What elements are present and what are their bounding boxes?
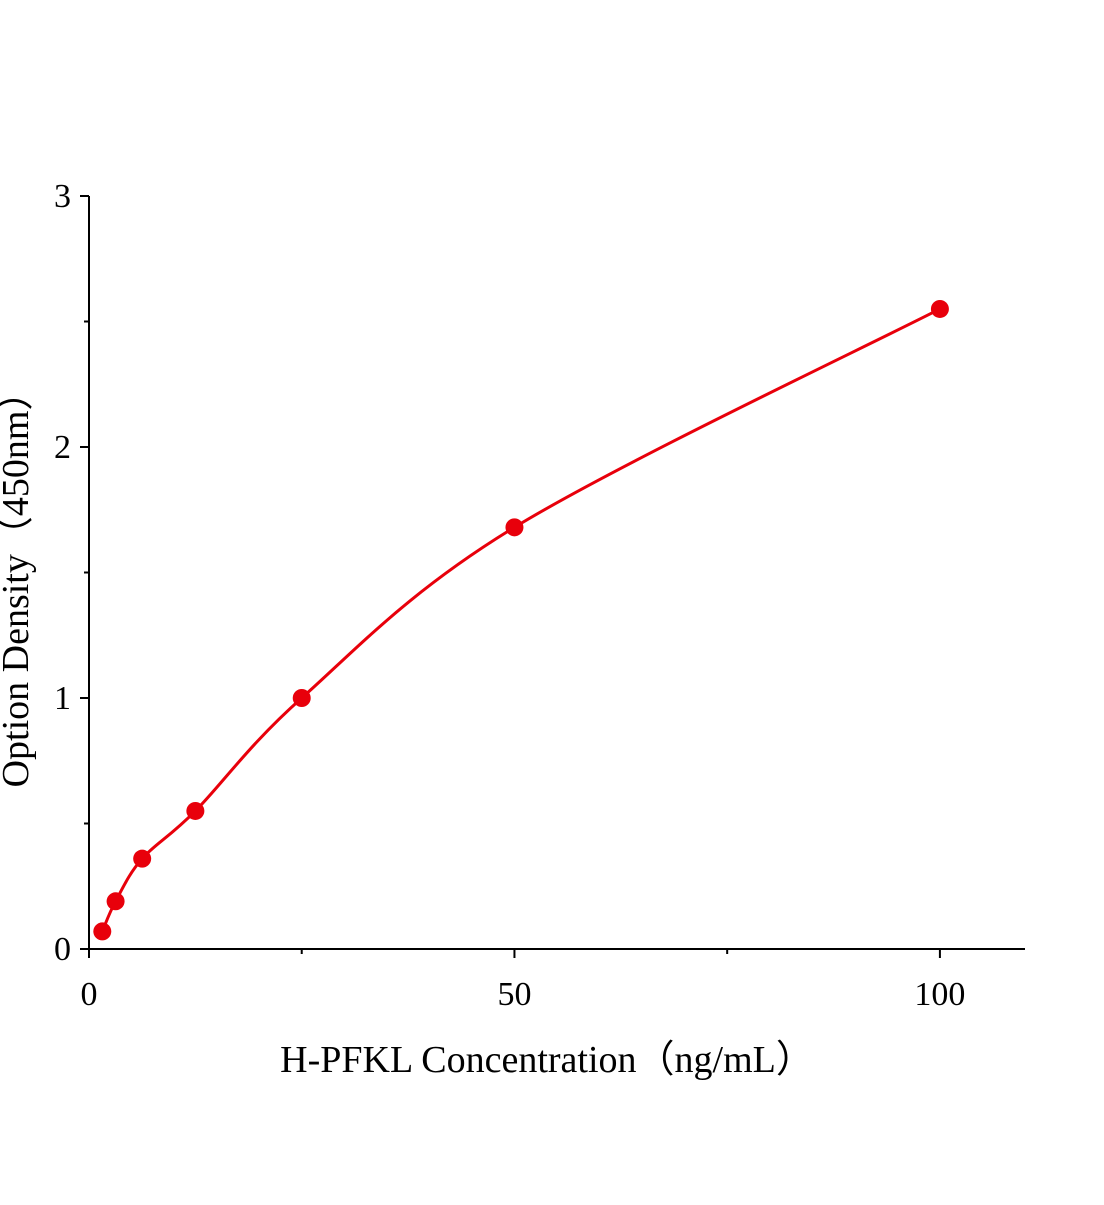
fit-curve: [100, 307, 941, 933]
data-point: [930, 299, 949, 318]
data-point: [292, 689, 311, 707]
data-point: [505, 518, 524, 537]
data-point: [106, 892, 125, 911]
y-axis-title: Option Density（450nm）: [0, 373, 37, 788]
y-tick-label: 0: [54, 931, 71, 968]
data-point: [186, 801, 205, 820]
data-point: [93, 922, 112, 941]
x-tick-label: 100: [914, 976, 965, 1013]
y-tick-label: 3: [54, 178, 71, 215]
y-tick-label: 2: [54, 429, 71, 466]
y-tick-label: 1: [54, 680, 71, 717]
data-point: [133, 849, 152, 868]
x-tick-label: 0: [81, 976, 98, 1013]
x-tick-label: 50: [497, 976, 531, 1013]
x-axis-title: H-PFKL Concentration（ng/mL）: [280, 1039, 814, 1081]
